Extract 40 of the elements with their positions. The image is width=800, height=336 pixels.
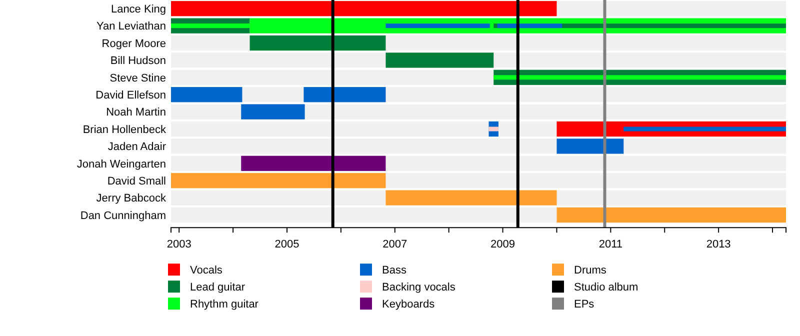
- legend-label: Drums: [574, 264, 607, 276]
- bar: [386, 190, 557, 206]
- bar: [241, 156, 386, 171]
- y-tick-label: Jaden Adair: [108, 141, 166, 154]
- y-tick-label: Brian Hollenbeck: [82, 124, 166, 136]
- bar: [556, 138, 624, 154]
- y-tick-label: Steve Stine: [110, 72, 166, 84]
- legend-label: Keyboards: [382, 298, 436, 310]
- bar: [488, 126, 498, 132]
- y-tick-label: David Small: [107, 175, 166, 188]
- legend-label: EPs: [574, 298, 595, 310]
- bar: [624, 126, 786, 132]
- legend-label: Lead guitar: [190, 281, 246, 294]
- x-tick-label: 2003: [166, 238, 192, 251]
- y-tick-label: David Ellefson: [96, 89, 166, 102]
- legend-label: Studio album: [574, 281, 638, 294]
- x-tick-label: 2005: [274, 238, 300, 251]
- y-tick-label: Jerry Babcock: [96, 192, 166, 205]
- legend-label: Bass: [382, 264, 407, 276]
- y-tick-label: Bill Hudson: [110, 55, 166, 68]
- x-tick-label: 2013: [706, 238, 731, 251]
- y-tick-label: Noah Martin: [106, 106, 166, 119]
- legend-label: Vocals: [190, 264, 223, 276]
- y-tick-label: Roger Moore: [102, 38, 166, 50]
- bar: [304, 87, 386, 102]
- legend-label: Rhythm guitar: [190, 298, 259, 310]
- y-tick-label: Yan Leviathan: [96, 20, 166, 33]
- y-tick-label: Dan Cunningham: [80, 210, 166, 222]
- x-tick-label: 2007: [382, 238, 408, 251]
- bar: [386, 52, 494, 68]
- bar: [250, 35, 386, 51]
- legend-label: Backing vocals: [382, 281, 456, 294]
- bar: [386, 24, 490, 28]
- bar: [241, 104, 305, 120]
- x-tick-label: 2009: [490, 238, 516, 251]
- y-tick-label: Jonah Weingarten: [76, 158, 166, 170]
- x-tick-label: 2011: [598, 238, 622, 251]
- y-tick-label: Lance King: [110, 3, 166, 16]
- bar: [171, 87, 242, 102]
- bar: [497, 24, 562, 28]
